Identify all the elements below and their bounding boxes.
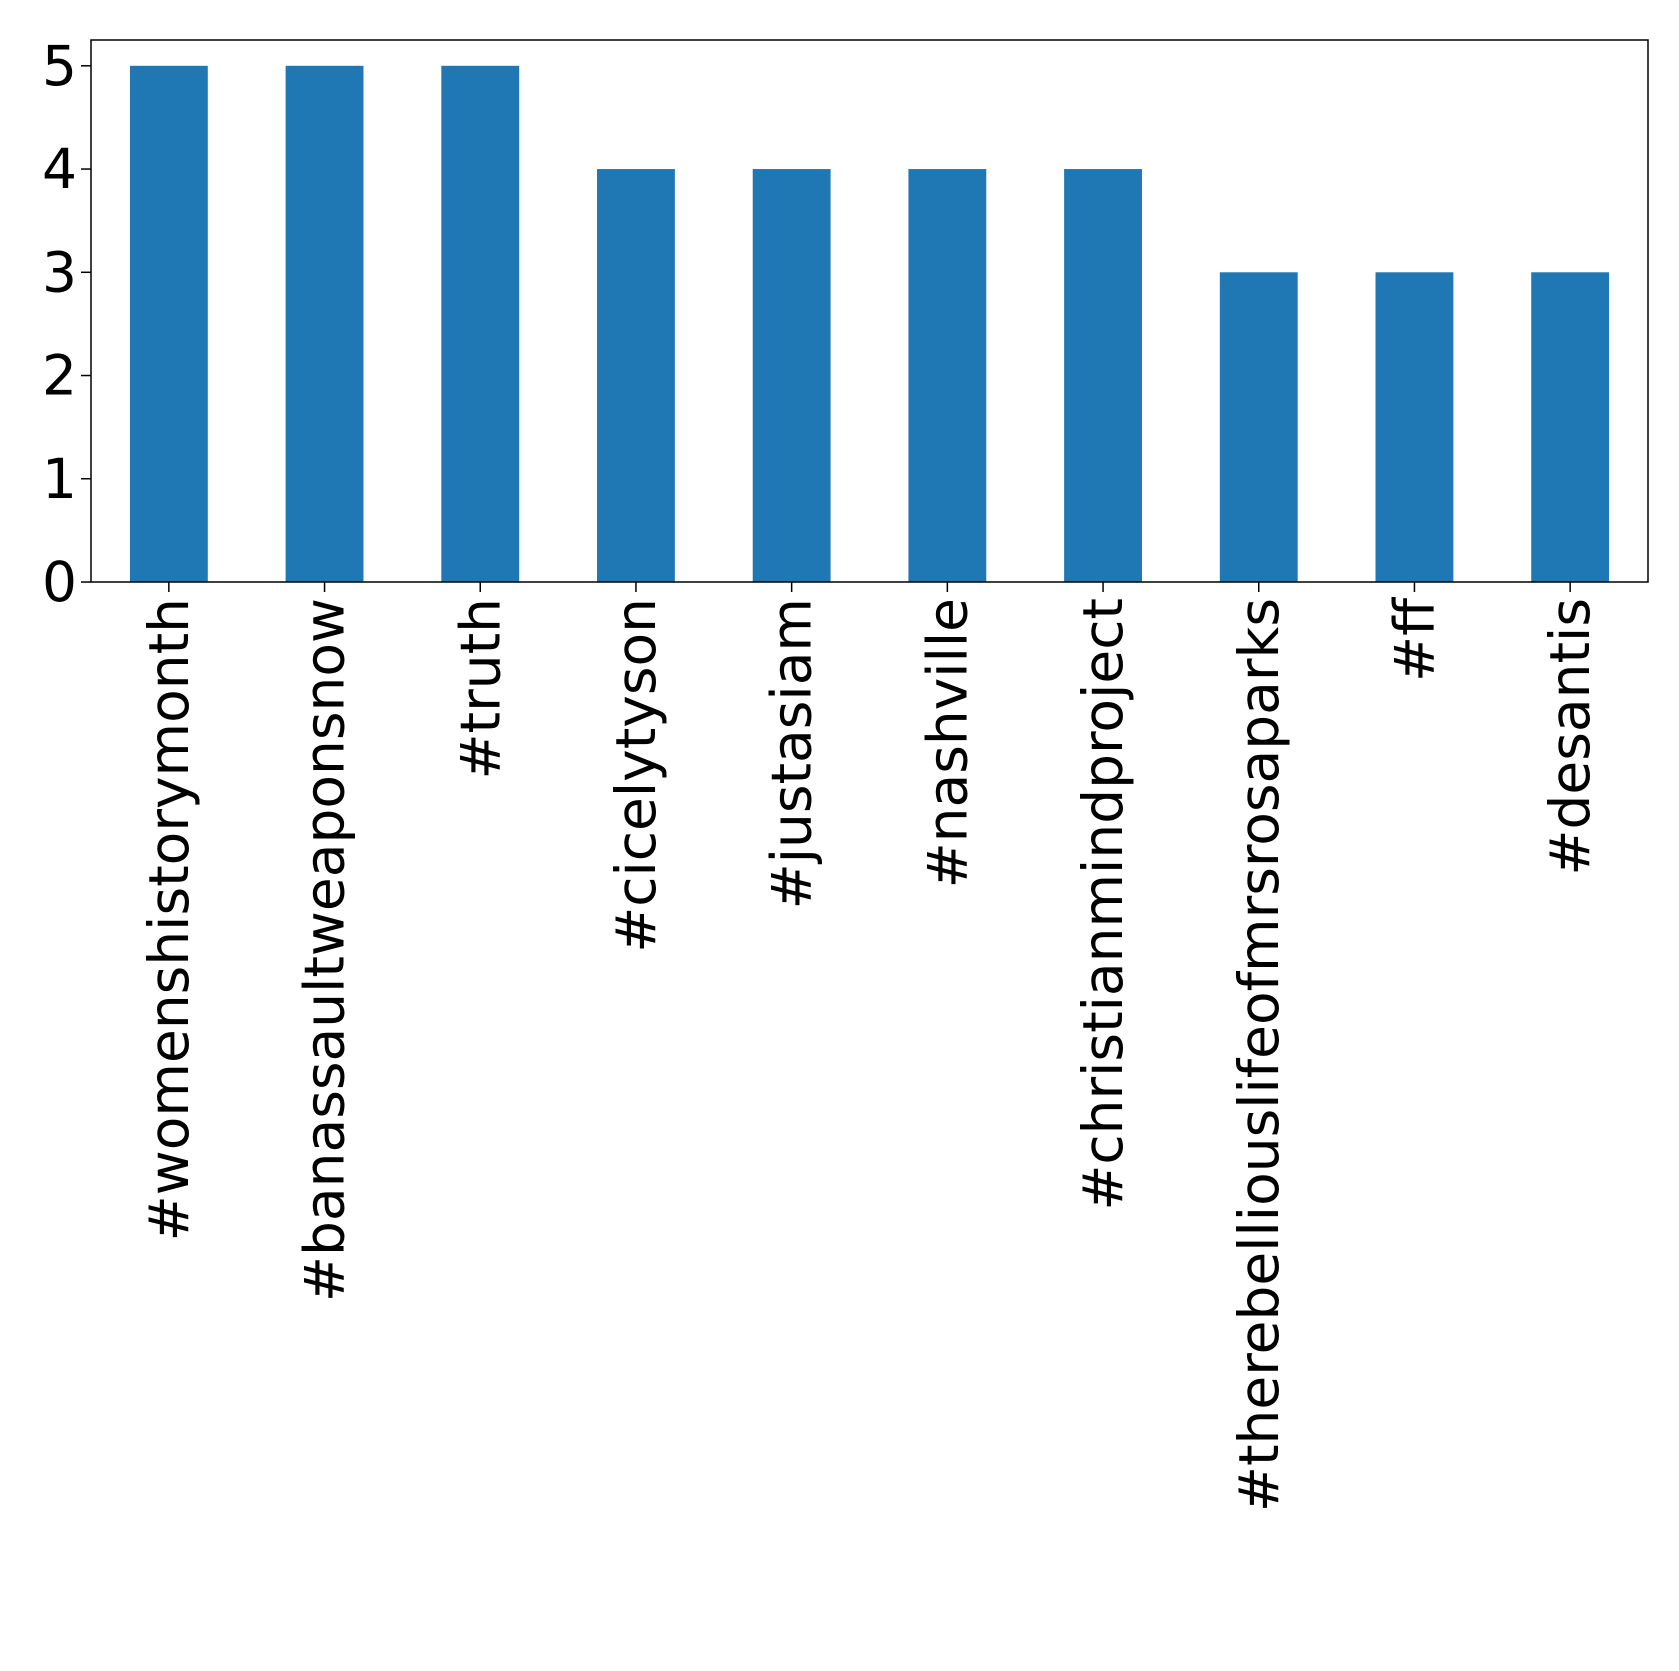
- bar-9: [1531, 272, 1610, 582]
- y-tick-label: 4: [42, 137, 77, 201]
- bar-0: [129, 65, 208, 582]
- bar-5: [908, 169, 987, 583]
- y-tick-label: 0: [42, 550, 77, 614]
- y-tick-label: 1: [42, 447, 77, 511]
- bar-6: [1064, 169, 1142, 583]
- y-tick-label: 3: [42, 240, 77, 304]
- y-tick-label: 2: [42, 344, 77, 408]
- x-tick-label: #banassaultweaponsnow: [293, 598, 357, 1302]
- bars-layer: [129, 65, 1610, 583]
- x-tick-label: #truth: [448, 598, 512, 780]
- x-axis: #womenshistorymonth #banassaultweaponsnow…: [137, 582, 1602, 1512]
- bar-1: [285, 65, 364, 582]
- x-tick-label: #womenshistorymonth: [137, 598, 201, 1241]
- x-tick-label: #therebelliouslifeofmrsrosaparks: [1227, 598, 1291, 1512]
- bar-3: [597, 169, 675, 583]
- bar-4: [752, 169, 831, 583]
- x-tick-label: #christianmindproject: [1071, 598, 1135, 1211]
- bar-7: [1219, 272, 1298, 582]
- x-tick-label: #justasiam: [760, 598, 824, 909]
- x-tick-label: #nashville: [915, 598, 979, 888]
- x-tick-label: #cicelytyson: [604, 598, 668, 953]
- x-tick-label: #ff: [1382, 597, 1446, 682]
- bar-2: [441, 65, 520, 582]
- y-tick-label: 5: [42, 34, 77, 98]
- plot-frame: [90, 39, 1649, 583]
- bar-8: [1375, 272, 1454, 582]
- y-axis: 0 1 2 3 4 5: [42, 34, 91, 614]
- x-tick-label: #desantis: [1538, 598, 1602, 876]
